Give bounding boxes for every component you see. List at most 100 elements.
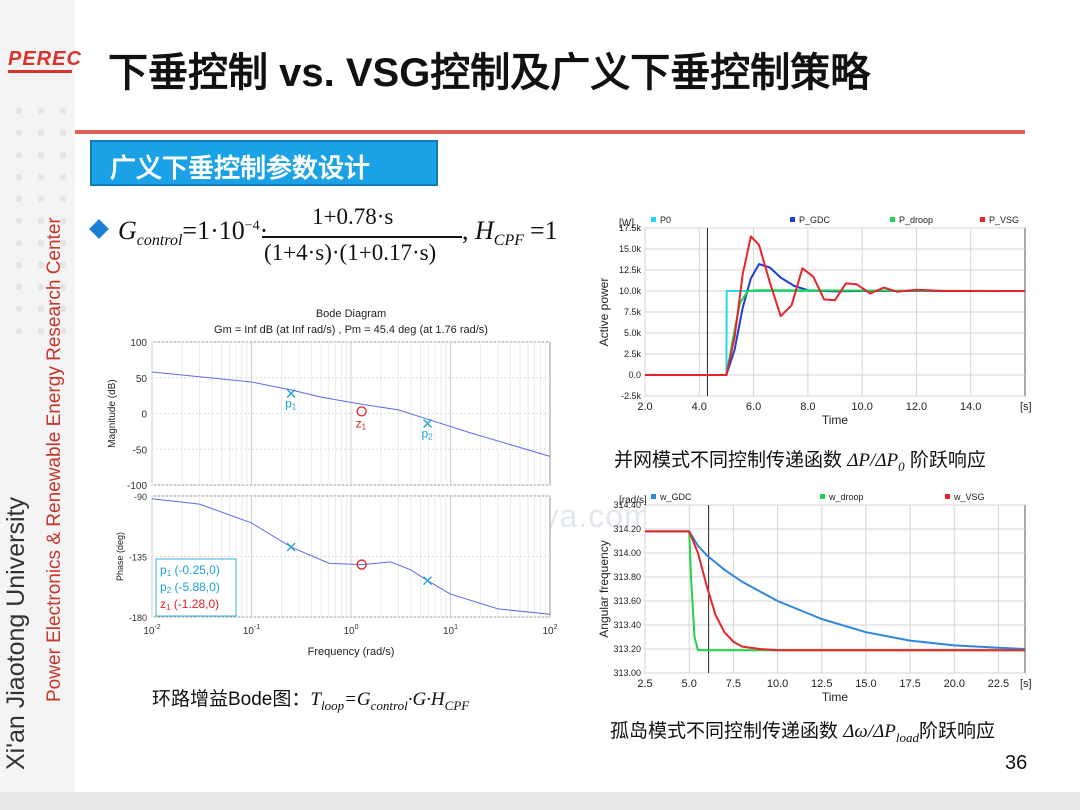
legend-swatch-w_GDC: [651, 494, 656, 499]
section-header-label: 广义下垂控制参数设计: [110, 153, 371, 183]
x-tick-label: 2.5: [637, 678, 652, 690]
y-tick-label: 100: [130, 338, 147, 349]
y-tick-label: 7.5k: [624, 307, 642, 317]
freq-plot-area: [644, 504, 1026, 674]
pole-marker-mag: [423, 419, 433, 428]
pole-marker-mag: [286, 389, 296, 398]
x-axis-label: Time: [822, 413, 849, 427]
y-tick-label: 314.20: [613, 524, 641, 534]
grid-caption-prefix: 并网模式不同控制传递函数: [614, 450, 848, 471]
legend-swatch-P_droop: [890, 217, 895, 222]
diamond-bullet-icon: [89, 219, 109, 239]
y-tick-label: 313.80: [613, 572, 641, 582]
legend-label-w_GDC: w_GDC: [659, 492, 692, 502]
g-symbol: G: [118, 216, 137, 245]
y-tick-label: 313.40: [613, 620, 641, 630]
series-line-w_GDC: [645, 530, 1026, 650]
x-tick-label: 6.0: [746, 401, 761, 413]
y-tick-label: 17.5k: [619, 223, 642, 233]
island-frequency-chart: 314.40 314.20 314.00 313.80 313.60 313.40 313.…: [597, 492, 1032, 704]
legend-swatch-P_VSG: [980, 217, 985, 222]
island-caption-suffix: 阶跃响应: [919, 721, 996, 742]
vertical-center-text: Power Electronics & Renewable Energy Res…: [44, 217, 65, 702]
y-tick-label: 314.00: [613, 548, 641, 558]
y-tick-label: 313.20: [613, 644, 641, 654]
island-caption-sub: load: [895, 729, 920, 745]
y-tick-label: 12.5k: [619, 265, 642, 275]
equation-denominator: (1+4·s)·(1+0.17·s): [264, 240, 437, 265]
x-tick-label: 100: [343, 624, 358, 637]
x-tick-label: 5.0: [682, 678, 697, 690]
y-tick-label: 50: [136, 374, 148, 385]
legend-entry: p1 (-0.25,0): [160, 563, 220, 578]
series-line-P_VSG: [645, 235, 1025, 376]
bode-caption-tail: ·G·H: [407, 689, 445, 710]
marker-label-z1: z1: [356, 416, 367, 431]
legend-swatch-w_droop: [820, 494, 825, 499]
bode-xlabel: Frequency (rad/s): [308, 646, 395, 658]
y-tick-label: 5.0k: [624, 328, 642, 338]
y-axis-label: Active power: [597, 278, 611, 347]
dot-operator: ·: [259, 216, 269, 245]
island-caption-prefix: 孤岛模式不同控制传递函数: [610, 721, 844, 742]
equation-numerator: 1+0.78·s: [312, 204, 394, 229]
x-tick-label: 10-2: [143, 624, 160, 637]
island-caption-formula: Δω/ΔP: [843, 721, 896, 742]
y-tick-label: -180: [129, 613, 147, 623]
grid-caption-sub: 0: [898, 458, 905, 474]
bode-caption-t-sub: loop: [320, 697, 345, 713]
x-unit-label: [s]: [1020, 678, 1032, 690]
g-subscript: control: [136, 232, 183, 250]
legend-label-P_droop: P_droop: [899, 215, 933, 225]
grid-power-chart: 17.5k 15.0k 12.5k 10.0k 7.5k 5.0k 2.5k 0.0 -2.5k…: [597, 215, 1032, 427]
x-tick-label: 10-1: [243, 624, 260, 637]
x-tick-label: 15.0: [855, 678, 876, 690]
magnitude-curve: [151, 371, 551, 457]
y-tick-label: 314.40: [613, 500, 641, 510]
island-caption: 孤岛模式不同控制传递函数 Δω/ΔPload阶跃响应: [610, 716, 995, 746]
marker-label-p1: p1: [285, 396, 297, 411]
bode-subtitle: Gm = Inf dB (at Inf rad/s) , Pm = 45.4 d…: [214, 324, 488, 336]
page-title: 下垂控制 vs. VSG控制及广义下垂控制策略: [108, 51, 871, 95]
comma: ,: [462, 216, 475, 245]
y-tick-label: -135: [129, 553, 147, 563]
y-tick-label: -50: [133, 445, 148, 456]
legend-entry: p2 (-5.88,0): [160, 580, 220, 595]
perec-logo: PEREC: [8, 48, 82, 70]
x-tick-label: 22.5: [988, 678, 1009, 690]
y-unit-label: [rad/s]: [619, 495, 647, 506]
h-value: =1: [530, 216, 558, 245]
magnitude-ylabel: Magnitude (dB): [107, 379, 118, 447]
zero-marker-mag: [356, 406, 367, 417]
logo-underline: [8, 70, 72, 73]
x-tick-label: 17.5: [899, 678, 920, 690]
bode-caption-h-sub: CPF: [444, 697, 470, 713]
x-axis-label: Time: [822, 690, 849, 704]
x-tick-label: 101: [443, 624, 458, 637]
phase-ylabel: Phase (deg): [115, 532, 125, 581]
title-divider: [75, 130, 1025, 134]
x-tick-label: 102: [542, 624, 557, 637]
equation-h-cpf: , HCPF =1: [462, 216, 558, 250]
section-header-box: [90, 140, 438, 186]
y-tick-label: 10.0k: [619, 286, 642, 296]
y-tick-label: 0.0: [628, 370, 641, 380]
legend-label-P_GDC: P_GDC: [799, 215, 831, 225]
h-symbol: H: [475, 216, 494, 245]
gain-exponent: −4: [244, 218, 260, 234]
grid-caption: 并网模式不同控制传递函数 ΔP/ΔP0 阶跃响应: [614, 445, 986, 475]
phase-curve: [151, 498, 551, 615]
x-tick-label: 10.0: [767, 678, 788, 690]
page-number: 36: [1005, 752, 1028, 774]
y-axis-label: Angular frequency: [597, 540, 611, 637]
pole-marker-phase: [286, 542, 296, 552]
equation-g-control: Gcontrol=1·10−4·: [118, 216, 268, 250]
dot-pattern: [8, 100, 68, 340]
zero-marker-phase: [356, 559, 367, 570]
legend-label-P0: P0: [660, 215, 671, 225]
x-tick-label: 4.0: [692, 401, 707, 413]
y-tick-label: 313.00: [613, 668, 641, 678]
fraction-bar: [262, 236, 462, 238]
y-tick-label: 0: [141, 410, 147, 421]
legend-label-w_VSG: w_VSG: [953, 492, 985, 502]
